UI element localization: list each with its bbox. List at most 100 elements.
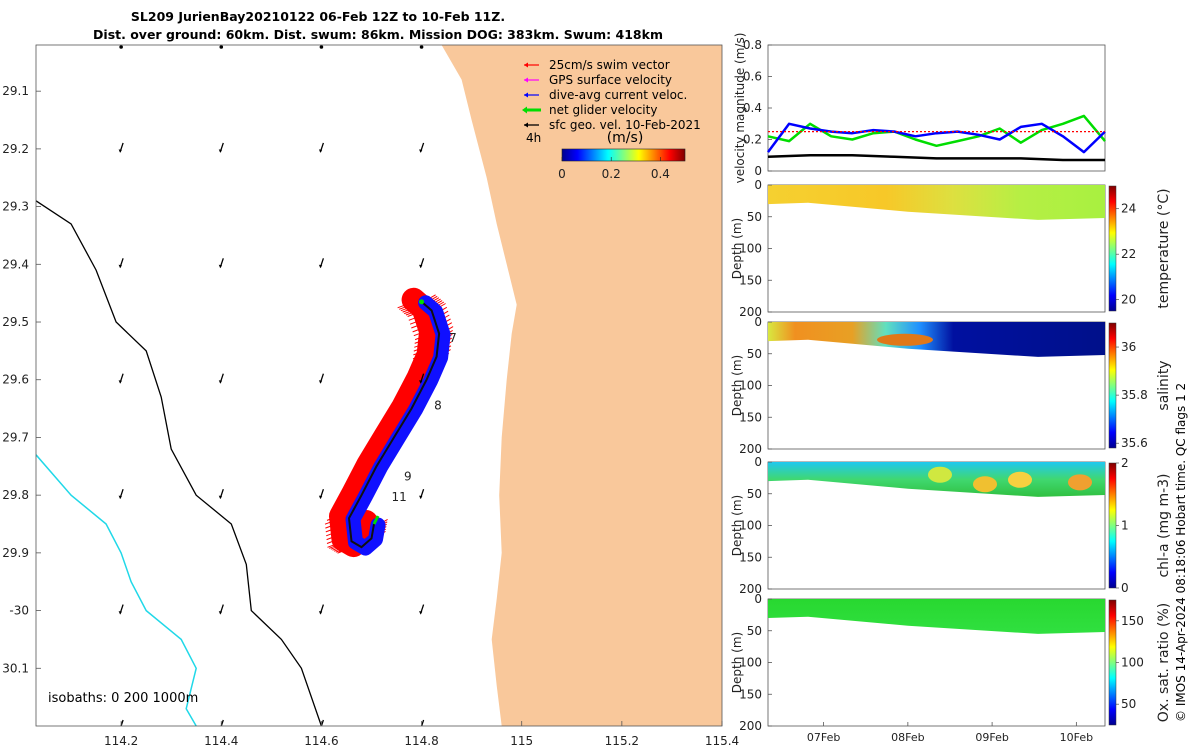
chla-patch <box>1068 474 1092 491</box>
track-start-marker <box>419 299 425 305</box>
geo-arrowhead <box>319 727 322 731</box>
geo-arrowhead <box>318 611 323 615</box>
swim-vector <box>361 451 378 459</box>
map-y-tick-label: 29.5 <box>2 315 29 329</box>
current-band-fill <box>345 295 451 556</box>
geo-arrowhead <box>118 495 122 500</box>
salinity-y-tick-label: 150 <box>739 410 762 424</box>
map-y-tick-label: 30.1 <box>2 661 29 675</box>
geo-arrowhead <box>419 727 422 731</box>
swim-vector <box>330 542 347 550</box>
swim-vector <box>332 543 349 551</box>
velocity-y-tick-label: 0.4 <box>743 101 762 115</box>
isobath-caption: isobaths: 0 200 1000m <box>48 691 198 706</box>
oxygen-colorbar-tick-label: 150 <box>1121 614 1144 628</box>
map-y-tick-label: 29.9 <box>2 546 29 560</box>
map-y-tick-label: 29.8 <box>2 488 29 502</box>
chla-panel: 0 50 100 150 200 Depth (m) 0 1 2 chl-a (mg m-3) <box>730 455 1172 596</box>
swim-vector <box>337 494 354 502</box>
map-y-ticks: 29.1 29.2 29.3 29.4 29.5 29.6 29.7 29.8 29.9 -30 3… <box>2 84 41 675</box>
map-y-tick-label: 29.6 <box>2 373 29 387</box>
figure-title-line1: SL209 JurienBay20210122 06-Feb 12Z to 10… <box>131 9 505 24</box>
geo-arrowhead <box>218 264 223 269</box>
velocity-y-tick-label: 0.8 <box>743 38 762 52</box>
velocity-series <box>766 114 1106 162</box>
temperature-colorbar-tick-label: 20 <box>1121 293 1136 307</box>
swim-vector <box>349 470 367 478</box>
salinity-y-tick-label: 0 <box>754 315 762 329</box>
map-x-tick-label: 115.2 <box>605 734 639 748</box>
geo-arrowhead <box>318 149 323 153</box>
swim-vector <box>328 541 346 549</box>
map-y-tick-label: 29.2 <box>2 142 29 156</box>
chla-patch <box>973 476 997 493</box>
map-panel: 114.2 114.4 114.6 114.8 115 115.2 115.4 29.129… <box>2 44 739 748</box>
salinity-data-field <box>768 322 1105 357</box>
temperature-y-tick-label: 50 <box>747 210 762 224</box>
map-y-tick-label: 29.3 <box>2 200 29 214</box>
oxygen-y-label: Depth (m) <box>730 632 744 693</box>
swim-vector <box>387 408 404 416</box>
swim-vector <box>355 461 372 468</box>
map-colorbar-label: (m/s) <box>607 130 644 146</box>
swim-vector <box>327 540 344 548</box>
swim-vector <box>407 310 424 317</box>
figure-title-line2: Dist. over ground: 60km. Dist. swum: 86k… <box>93 27 663 42</box>
map-y-tick-label: 29.1 <box>2 84 29 98</box>
land-area <box>441 45 722 726</box>
swim-vector <box>399 302 416 310</box>
temperature-y-tick-label: 200 <box>739 305 762 319</box>
geo-arrowhead <box>118 264 122 269</box>
salinity-colorbar-label: salinity <box>1156 360 1172 410</box>
swim-vector <box>339 489 357 497</box>
map-x-tick-label: 114.4 <box>204 734 238 748</box>
swim-vector <box>409 363 426 371</box>
geo-arrowhead <box>218 149 223 153</box>
time-marker-label: 4h <box>526 131 541 145</box>
geo-arrowhead <box>318 495 323 500</box>
swim-vector <box>404 375 421 383</box>
geo-arrowhead <box>219 727 222 731</box>
salinity-patch <box>877 333 933 346</box>
chla-colorbar-tick-label: 1 <box>1121 519 1129 533</box>
legend-item-gps: GPS surface velocity <box>524 73 672 87</box>
map-y-tick-label: 29.7 <box>2 430 29 444</box>
geo-arrow <box>120 719 124 726</box>
swim-vector <box>372 432 390 440</box>
day-label: 11 <box>392 490 407 504</box>
swim-vector <box>369 436 387 444</box>
salinity-y-tick-label: 50 <box>747 347 762 361</box>
velocity-plot-area <box>767 44 1106 172</box>
swim-vector <box>414 340 431 348</box>
swim-vector <box>381 417 398 425</box>
velocity-y-tick-label: 0.6 <box>743 70 762 84</box>
track-end-marker <box>372 515 380 525</box>
legend-item-current: dive-avg current veloc. <box>524 88 687 102</box>
swim-vector <box>378 422 395 430</box>
swim-vector <box>405 371 423 379</box>
velocity-panel: 0 0.2 0.4 0.6 0.8 velocity magnitude (m/s) <box>733 33 1106 183</box>
salinity-y-tick-label: 100 <box>739 379 762 393</box>
map-x-tick-label: 114.6 <box>304 734 338 748</box>
geo-arrowhead <box>318 264 323 269</box>
temperature-data-field <box>768 185 1105 220</box>
legend-current-arrowhead <box>524 92 528 98</box>
day-labels: 7 8 9 11 <box>392 331 457 504</box>
map-x-tick-label: 114.8 <box>404 734 438 748</box>
day-label: 8 <box>434 399 442 413</box>
swim-vector <box>411 321 428 329</box>
swim-vector <box>358 456 375 464</box>
salinity-colorbar-tick-label: 35.8 <box>1121 388 1148 402</box>
geo-arrowhead <box>118 380 122 384</box>
oxygen-x-tick-label: 09Feb <box>975 731 1008 744</box>
geo-arrow <box>219 45 224 49</box>
temperature-y-label: Depth (m) <box>730 218 744 279</box>
swim-vector <box>412 356 429 364</box>
legend-item-net: net glider velocity <box>522 103 657 117</box>
chla-patch <box>1008 471 1032 488</box>
temperature-y-tick-label: 100 <box>739 242 762 256</box>
geo-arrowhead <box>218 380 223 384</box>
